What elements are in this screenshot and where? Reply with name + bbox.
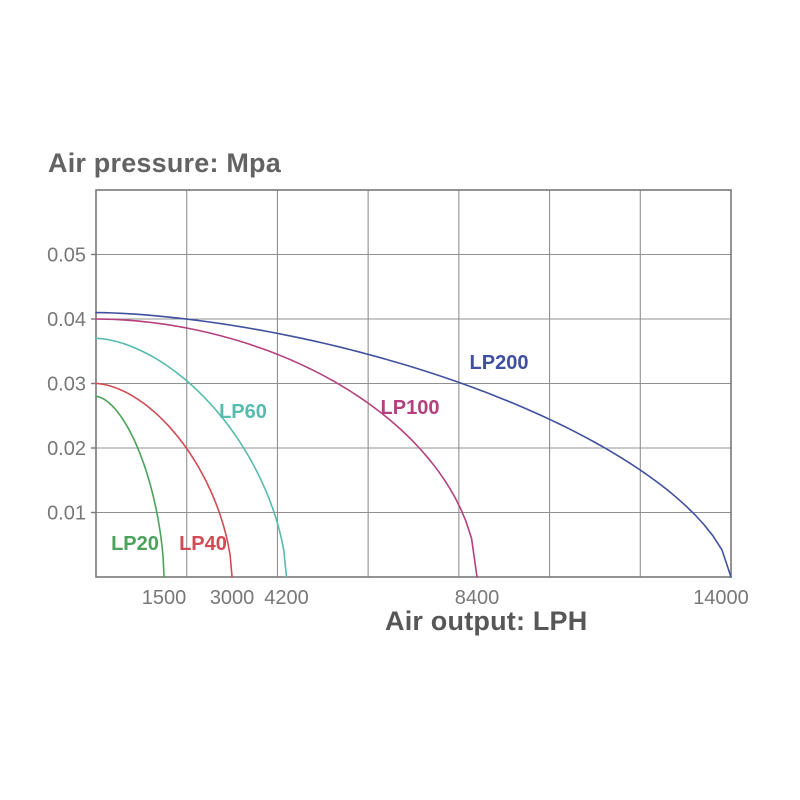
x-tick-label: 3000	[210, 587, 255, 609]
x-axis-title: Air output: LPH	[385, 606, 588, 636]
curve-label-lp40: LP40	[179, 533, 227, 555]
curve-lp20	[95, 395, 165, 578]
curve-label-lp20: LP20	[111, 533, 159, 555]
curve-lp40	[95, 382, 233, 578]
y-tick-label: 0.05	[47, 245, 86, 267]
curve-label-lp200: LP200	[470, 352, 529, 374]
y-tick-label: 0.03	[47, 374, 86, 396]
x-tick-label: 4200	[264, 587, 309, 609]
x-tick-label: 1500	[142, 587, 187, 609]
y-axis-title: Air pressure: Mpa	[48, 148, 281, 178]
x-tick-label: 14000	[693, 587, 749, 609]
curve-label-lp60: LP60	[219, 401, 267, 423]
curve-label-lp100: LP100	[381, 397, 440, 419]
y-tick-label: 0.02	[47, 438, 86, 460]
curve-lp60	[95, 337, 288, 578]
x-tick-label: 8400	[455, 587, 500, 609]
curve-lp200	[95, 311, 732, 578]
y-tick-label: 0.04	[47, 309, 86, 331]
curve-lp100	[95, 318, 478, 578]
y-tick-label: 0.01	[47, 503, 86, 525]
